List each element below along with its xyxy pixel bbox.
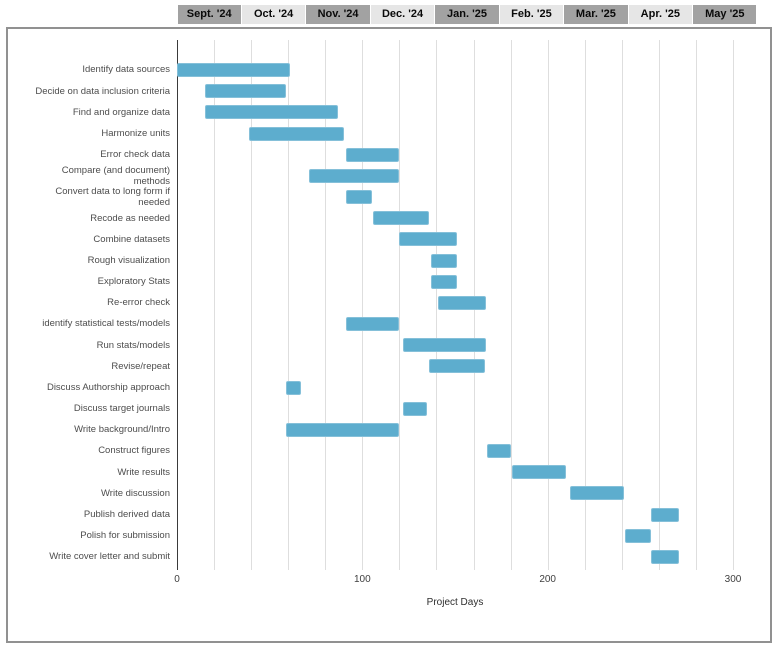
- gantt-bar: [373, 211, 430, 226]
- gantt-bar: [512, 465, 567, 480]
- month-cell: Apr. '25: [628, 5, 693, 24]
- gantt-bar: [345, 317, 400, 332]
- x-axis-title: Project Days: [426, 597, 484, 608]
- task-label: identify statistical tests/models: [42, 318, 170, 330]
- task-label: Harmonize units: [101, 127, 170, 139]
- gantt-bar: [286, 380, 302, 395]
- task-label: Publish derived data: [83, 508, 170, 520]
- x-tick-label: 300: [724, 574, 742, 585]
- chart-frame: Identify data sources Decide on data incl…: [6, 27, 772, 643]
- gantt-bar: [249, 126, 344, 141]
- month-cell: May '25: [693, 5, 757, 24]
- gantt-bar: [651, 507, 680, 522]
- gantt-bar: [345, 147, 400, 162]
- gridline: [436, 40, 438, 570]
- gantt-bar: [403, 338, 487, 353]
- task-label: Identify data sources: [82, 64, 170, 76]
- gantt-bar: [625, 528, 652, 543]
- task-label: Exploratory Stats: [97, 276, 170, 288]
- task-label: Convert data to long form if needed: [55, 185, 170, 209]
- gridline: [584, 40, 586, 570]
- task-label: Re-error check: [107, 297, 170, 309]
- gantt-plot: Identify data sources Decide on data incl…: [8, 29, 770, 641]
- gridline: [732, 40, 734, 570]
- task-label: Polish for submission: [80, 530, 170, 542]
- task-label: Compare (and document) methods: [61, 164, 170, 187]
- gridline: [547, 40, 549, 570]
- task-label: Write background/Intro: [74, 424, 170, 436]
- month-cell: Mar. '25: [564, 5, 628, 24]
- task-label: Error check data: [100, 149, 170, 161]
- gantt-bar: [177, 63, 291, 77]
- month-cell: Oct. '24: [241, 5, 306, 24]
- month-cell: Nov. '24: [306, 5, 370, 24]
- x-tick-label: 100: [353, 574, 371, 585]
- task-label: Rough visualization: [87, 254, 170, 266]
- x-tick-label: 200: [539, 574, 556, 585]
- task-label: Combine datasets: [93, 233, 170, 245]
- month-cell: Jan. '25: [435, 5, 499, 24]
- gridline: [325, 40, 327, 570]
- gridline: [658, 40, 660, 570]
- task-label: Write results: [117, 466, 170, 478]
- gantt-bar: [204, 84, 287, 99]
- task-label: Write cover letter and submit: [49, 551, 170, 563]
- gridline: [214, 40, 216, 570]
- task-label: Recode as needed: [90, 212, 170, 224]
- task-label: Discuss Authorship approach: [46, 381, 170, 393]
- gantt-bar: [430, 253, 457, 268]
- task-label: Revise/repeat: [111, 360, 170, 372]
- y-axis-line: [177, 40, 178, 570]
- gantt-bar: [486, 444, 511, 459]
- task-label: Construct figures: [98, 445, 170, 457]
- gantt-bar: [399, 232, 457, 247]
- gantt-bar: [403, 401, 428, 416]
- gridline: [695, 40, 697, 570]
- gridline: [399, 40, 401, 570]
- gridline: [288, 40, 290, 570]
- gridline: [510, 40, 512, 570]
- gridline: [251, 40, 253, 570]
- task-label: Find and organize data: [72, 106, 170, 118]
- gantt-bar: [204, 105, 339, 120]
- month-cell: Feb. '25: [499, 5, 564, 24]
- gantt-bar: [286, 422, 400, 437]
- task-label: Discuss target journals: [73, 403, 170, 415]
- gantt-bar: [438, 295, 487, 310]
- task-label: Run stats/models: [96, 339, 170, 351]
- task-label: Write discussion: [101, 487, 170, 499]
- task-label: Decide on data inclusion criteria: [35, 85, 170, 97]
- gridline: [621, 40, 623, 570]
- gantt-bar: [308, 168, 400, 183]
- gantt-bar: [651, 549, 680, 564]
- gantt-bar: [569, 486, 624, 501]
- month-cell: Dec. '24: [370, 5, 435, 24]
- gantt-bar: [430, 274, 457, 289]
- gantt-bar: [345, 190, 372, 205]
- gridline: [362, 40, 364, 570]
- month-cell: Sept. '24: [177, 5, 241, 24]
- month-header: Sept. '24 Oct. '24 Nov. '24 Dec. '24 Jan. '2…: [0, 5, 773, 24]
- gantt-bar: [429, 359, 485, 374]
- x-tick-label: 0: [174, 574, 180, 585]
